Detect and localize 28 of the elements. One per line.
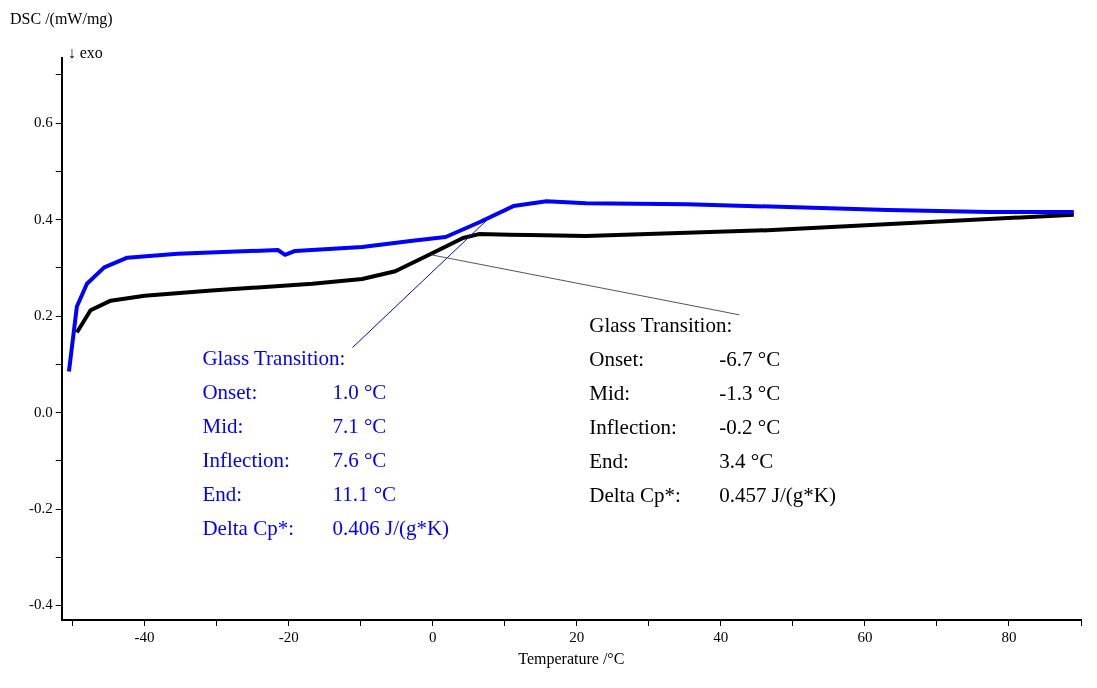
x-tick-label: 80	[1001, 628, 1017, 645]
text: End: 3.4 °C	[589, 449, 774, 474]
x-tick-label: 0	[428, 628, 437, 645]
y-tick-label: 0.2	[34, 307, 53, 324]
text: Mid: -1.3 °C	[589, 381, 781, 406]
text: Delta Cp*: 0.406 J/(g*K)	[202, 516, 450, 541]
y-axis-title: DSC /(mW/mg)	[10, 10, 113, 29]
y-tick-label: 0.6	[34, 114, 54, 131]
text: End: 11.1 °C	[202, 482, 397, 507]
annotation: ↓ exo	[67, 44, 103, 62]
y-tick-label: 0.0	[34, 403, 53, 420]
text: Inflection: -0.2 °C	[589, 415, 781, 440]
y-tick-label: 0.4	[34, 210, 54, 227]
annotation: Glass Transition:	[589, 313, 733, 338]
text: Delta Cp*: 0.457 J/(g*K)	[589, 483, 836, 508]
text: Onset: 1.0 °C	[202, 380, 387, 405]
text: Onset: -6.7 °C	[589, 347, 781, 372]
annotation: Glass Transition:	[202, 346, 346, 371]
x-tick-label: 40	[713, 628, 729, 645]
text: Inflection: 7.6 °C	[202, 448, 387, 473]
x-tick-label: 60	[857, 628, 873, 645]
y-tick-label: -0.4	[29, 596, 54, 613]
x-axis-title: Temperature /°C	[518, 650, 625, 669]
x-tick-label: -40	[134, 628, 155, 645]
text: Mid: 7.1 °C	[202, 414, 387, 439]
x-tick-label: 20	[569, 628, 585, 645]
y-tick-label: -0.2	[29, 499, 53, 516]
x-tick-label: -20	[278, 628, 299, 645]
